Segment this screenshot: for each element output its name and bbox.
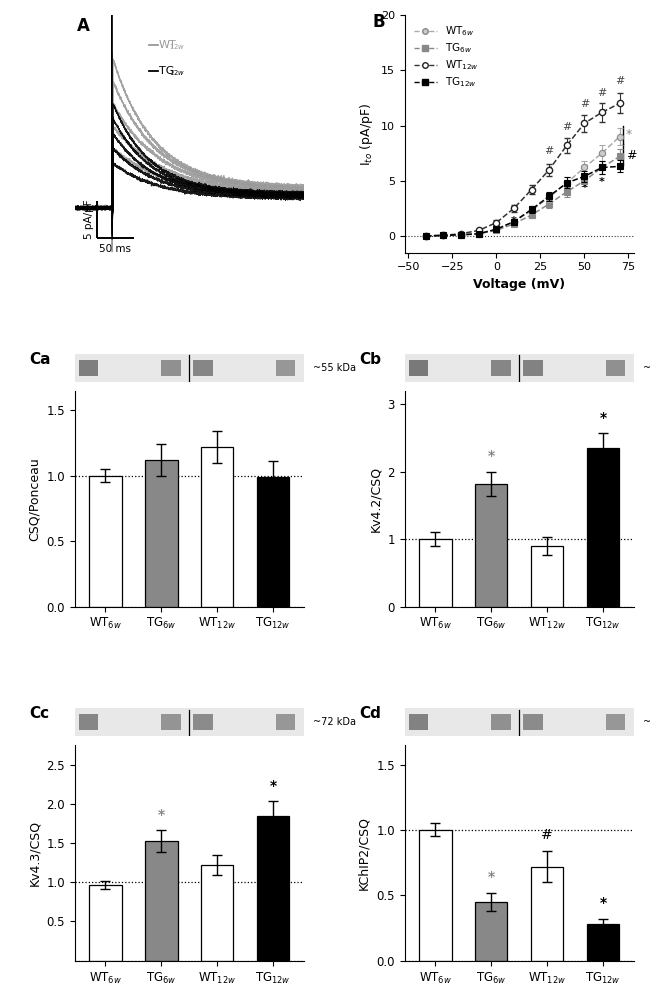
Text: *: * (599, 410, 606, 425)
Text: WT: WT (159, 40, 177, 49)
Text: *: * (528, 208, 534, 218)
Text: Cc: Cc (29, 706, 49, 721)
Text: *: * (599, 177, 605, 187)
Bar (145, 460, 177, 607)
Bar (201, 865, 233, 961)
Text: TG: TG (159, 65, 174, 75)
Text: $_{12w}$: $_{12w}$ (170, 42, 186, 52)
Text: B: B (372, 13, 385, 31)
Text: #: # (562, 122, 571, 132)
Text: *: * (564, 187, 569, 197)
Text: *: * (546, 198, 552, 208)
Y-axis label: KChIP2/CSQ: KChIP2/CSQ (358, 816, 370, 890)
Bar (419, 830, 452, 961)
Bar (257, 477, 289, 607)
Bar (89, 884, 122, 961)
Text: *: * (582, 183, 588, 193)
Bar (419, 539, 452, 607)
Text: *: * (626, 128, 632, 141)
Text: Cd: Cd (359, 706, 381, 721)
Bar (531, 866, 564, 961)
Y-axis label: CSQ/Ponceau: CSQ/Ponceau (28, 457, 41, 540)
Bar (587, 925, 619, 961)
Bar (145, 841, 177, 961)
Text: *: * (599, 896, 606, 910)
Text: #: # (580, 99, 589, 109)
Text: *: * (488, 449, 495, 463)
X-axis label: Voltage (mV): Voltage (mV) (473, 278, 566, 291)
Text: #: # (541, 828, 553, 842)
Y-axis label: Kv4.2/CSQ: Kv4.2/CSQ (369, 466, 382, 532)
Text: Cb: Cb (359, 352, 381, 367)
Text: 5 pA/pF: 5 pA/pF (84, 199, 94, 239)
Bar (257, 816, 289, 961)
Text: *: * (270, 779, 277, 793)
Bar (89, 476, 122, 607)
Bar (587, 448, 619, 607)
Y-axis label: Kv4.3/CSQ: Kv4.3/CSQ (28, 820, 41, 886)
Bar (475, 484, 508, 607)
Text: $_{12w}$: $_{12w}$ (170, 68, 186, 77)
Text: #: # (597, 88, 606, 98)
Text: #: # (545, 147, 554, 157)
Text: #: # (626, 149, 636, 162)
Text: *: * (511, 216, 517, 226)
Bar (475, 901, 508, 961)
Legend: WT$_{6w}$, TG$_{6w}$, WT$_{12w}$, TG$_{12w}$: WT$_{6w}$, TG$_{6w}$, WT$_{12w}$, TG$_{1… (410, 20, 484, 94)
Bar (531, 546, 564, 607)
Text: 50 ms: 50 ms (99, 243, 131, 254)
Text: *: * (488, 870, 495, 884)
Text: #: # (615, 75, 625, 86)
Text: *: * (158, 808, 165, 822)
Y-axis label: I$_{to}$ (pA/pF): I$_{to}$ (pA/pF) (358, 102, 375, 166)
Text: Ca: Ca (29, 352, 51, 367)
Bar (201, 447, 233, 607)
Text: A: A (77, 17, 90, 35)
